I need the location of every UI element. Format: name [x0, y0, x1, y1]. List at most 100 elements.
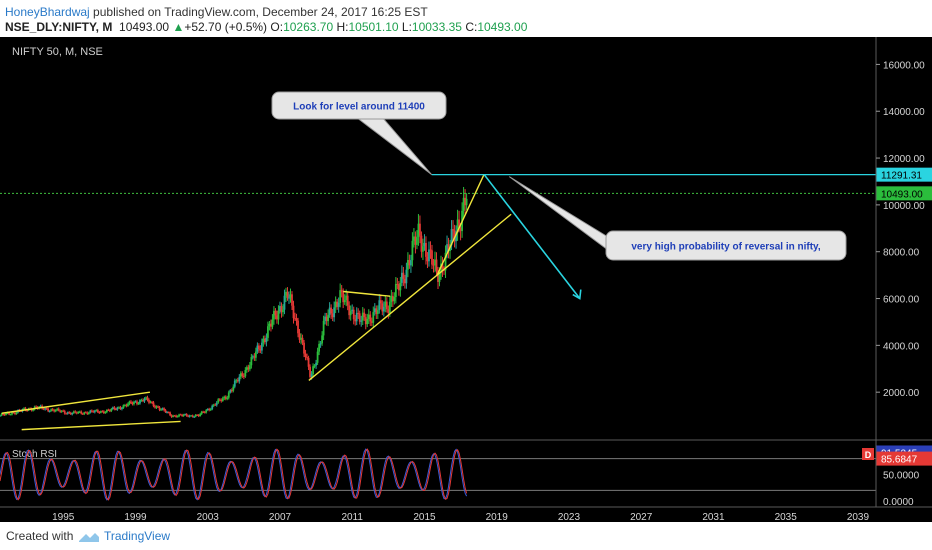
candle-body	[441, 263, 444, 271]
candle-body	[312, 366, 314, 375]
candle-body	[214, 404, 217, 406]
candle-body	[146, 397, 149, 401]
candle-body	[297, 320, 299, 334]
candle-body	[403, 278, 406, 284]
candle-body	[351, 309, 354, 312]
y-tick-label: 8000.00	[883, 248, 920, 259]
candle-body	[151, 401, 153, 403]
candle-body	[184, 414, 187, 416]
candle-body	[227, 392, 230, 398]
candle-body	[152, 402, 155, 407]
y-tick-label: 4000.00	[883, 341, 920, 352]
candle-body	[291, 294, 293, 306]
candle-body	[35, 406, 38, 408]
candle-body	[2, 413, 4, 415]
stoch-d-value: 85.6847	[881, 455, 918, 466]
candle-body	[257, 345, 260, 349]
candle-body	[158, 407, 161, 410]
candle-body	[435, 259, 438, 271]
x-tick-label: 2003	[197, 512, 220, 522]
candle-body	[369, 314, 372, 322]
candle-body	[399, 282, 402, 291]
candle-body	[440, 263, 442, 274]
candle-body	[256, 345, 259, 352]
trendline-consolidation	[343, 290, 391, 297]
candle-body	[235, 380, 238, 382]
candle-body	[358, 313, 361, 322]
x-tick-label: 2007	[269, 512, 292, 522]
candle-body	[164, 410, 167, 413]
candle-body	[90, 410, 93, 412]
candle-body	[236, 380, 239, 382]
candle-body	[462, 197, 465, 211]
candle-body	[232, 386, 235, 391]
candle-body	[48, 411, 51, 413]
candle-body	[11, 412, 13, 415]
candle-body	[104, 412, 107, 414]
candle-body	[92, 411, 95, 413]
candle-body	[218, 399, 221, 401]
candle-body	[331, 313, 334, 318]
chart-background	[0, 37, 932, 522]
candle-body	[273, 310, 275, 320]
candle-body	[145, 397, 147, 399]
author-link[interactable]: HoneyBhardwaj	[5, 5, 90, 19]
chart-area[interactable]: NIFTY 50, M, NSE 11291.31 10493.00 Look fo…	[0, 37, 932, 523]
candle-body	[245, 367, 248, 371]
candle-body	[456, 219, 459, 233]
candle-body	[334, 301, 337, 308]
candle-body	[366, 318, 369, 325]
candle-body	[417, 223, 420, 238]
candle-body	[142, 399, 144, 402]
candle-body	[379, 300, 382, 304]
candle-body	[197, 415, 200, 417]
candle-body	[226, 397, 229, 399]
candle-body	[364, 317, 367, 325]
candle-body	[102, 411, 105, 414]
high-label: H:	[336, 20, 349, 34]
open-value: 10263.70	[283, 20, 334, 34]
candle-body	[325, 316, 328, 322]
tradingview-link[interactable]: TradingView	[104, 529, 171, 543]
candle-body	[161, 408, 164, 410]
reversal-arrowhead-icon	[572, 289, 582, 300]
chart-title: NIFTY 50, M, NSE	[12, 46, 103, 58]
candle-body	[179, 414, 182, 416]
candle-body	[376, 310, 379, 314]
candle-body	[110, 408, 113, 411]
candle-body	[431, 250, 433, 265]
x-tick-label: 2031	[702, 512, 725, 522]
candle-body	[66, 412, 69, 414]
candle-body	[402, 272, 405, 279]
candle-body	[437, 270, 439, 282]
candle-body	[185, 414, 188, 416]
d-badge	[862, 448, 874, 460]
candle-body	[30, 408, 33, 411]
candle-body	[182, 414, 185, 416]
candle-body	[267, 326, 269, 338]
candle-body	[363, 312, 366, 318]
candle-body	[89, 410, 92, 413]
candle-body	[133, 401, 135, 405]
x-tick-label: 2027	[630, 512, 653, 522]
candle-body	[406, 260, 409, 270]
candle-body	[434, 259, 436, 266]
candle-body	[199, 413, 202, 417]
candle-body	[373, 308, 376, 313]
candle-body	[166, 412, 168, 414]
change-value: +52.70 (+0.5%)	[184, 20, 268, 34]
candle-body	[416, 237, 418, 245]
candle-body	[239, 373, 242, 377]
candle-body	[230, 390, 233, 392]
candle-body	[194, 414, 197, 417]
candle-body	[286, 291, 289, 298]
candle-body	[77, 411, 80, 414]
candle-body	[295, 318, 298, 321]
chart-svg[interactable]: NIFTY 50, M, NSE 11291.31 10493.00 Look fo…	[0, 37, 932, 523]
candle-body	[53, 410, 56, 412]
candle-body	[357, 312, 360, 314]
candle-body	[131, 403, 134, 405]
candle-body	[381, 303, 384, 312]
tradingview-logo-icon[interactable]	[78, 530, 100, 544]
symbol-label: NSE_DLY:NIFTY, M	[5, 20, 113, 34]
